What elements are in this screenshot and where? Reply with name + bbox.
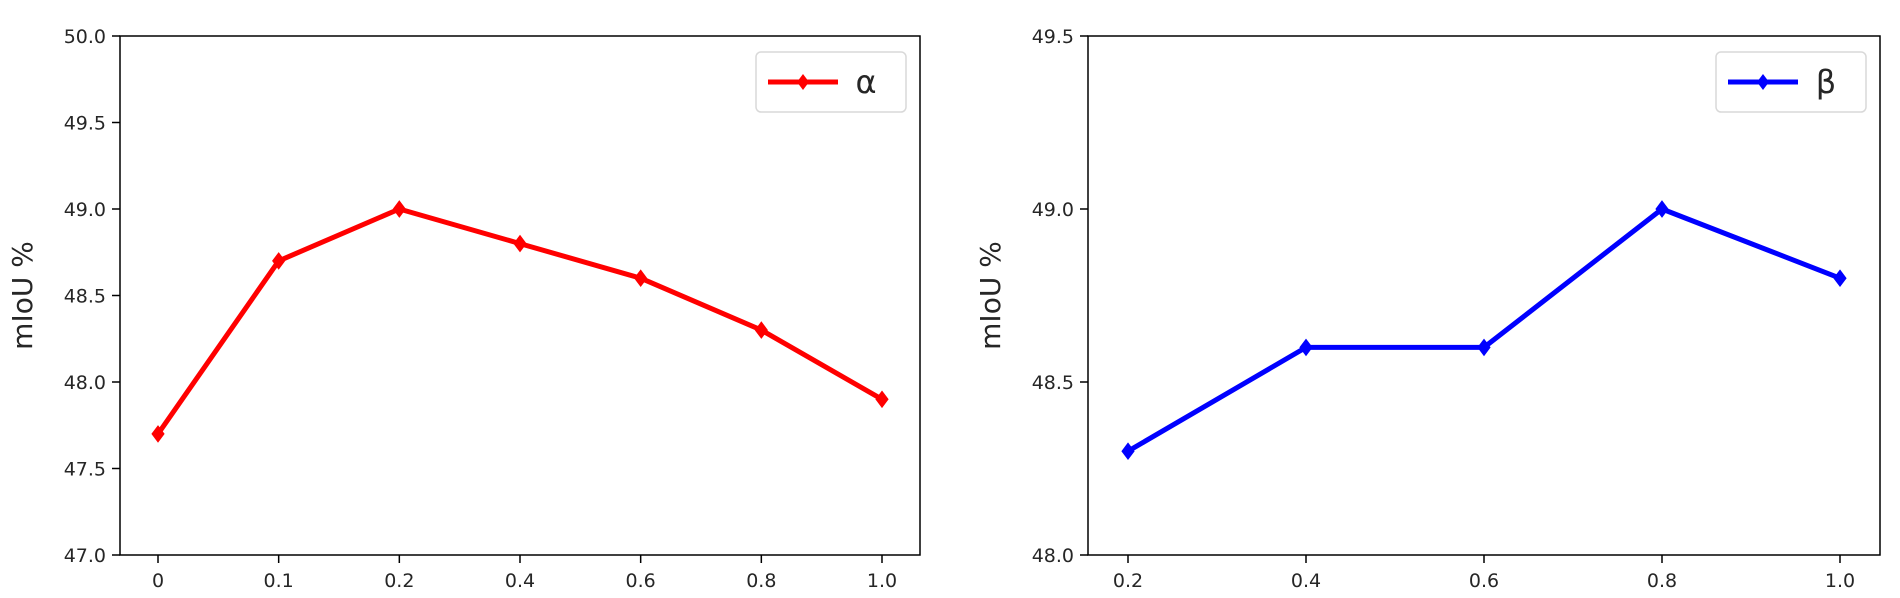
beta-y-tick-label: 49.5: [1032, 26, 1074, 48]
alpha-y-axis-label: mIoU %: [6, 241, 39, 350]
alpha-y-tick-label: 48.5: [64, 286, 106, 308]
beta-data-point: [1655, 200, 1669, 218]
beta-series-line: [1125, 206, 1843, 454]
beta-data-point: [1833, 269, 1847, 288]
beta-x-tick-label: 0.2: [1113, 570, 1143, 592]
alpha-data-point: [272, 252, 286, 270]
beta-y-axis-label: mIoU %: [974, 241, 1007, 350]
alpha-data-point: [634, 269, 648, 288]
beta-x-tick-label: 0.6: [1469, 570, 1499, 592]
alpha-legend-label: α: [855, 63, 876, 101]
alpha-data-point: [875, 390, 889, 409]
alpha-x-tick-label: 1.0: [867, 570, 897, 592]
alpha-y-tick-label: 49.5: [64, 113, 106, 135]
alpha-x-tick-label: 0: [152, 570, 164, 592]
beta-data-point: [1121, 442, 1135, 461]
beta-x-tick-label: 0.8: [1647, 570, 1677, 592]
alpha-y-tick-label: 50.0: [64, 26, 106, 48]
alpha-legend-marker: [797, 74, 809, 90]
beta-plot-frame: [1087, 35, 1881, 556]
alpha-data-point: [151, 425, 165, 443]
alpha-data-point: [513, 234, 527, 253]
beta-x-tick-label: 0.4: [1291, 570, 1321, 592]
alpha-legend: α: [755, 51, 907, 113]
alpha-data-point: [392, 200, 406, 218]
beta-legend: β: [1715, 51, 1867, 113]
chart-alpha: 47.0 47.5 48.0 48.5 49.0 49.5 50.0 0 0.1 0.2 0.4 0.…: [6, 26, 921, 592]
alpha-y-tick-label: 48.0: [64, 372, 106, 394]
alpha-y-tick-label: 47.0: [64, 545, 106, 567]
alpha-x-tick-label: 0.8: [746, 570, 776, 592]
alpha-y-tick-label: 49.0: [64, 199, 106, 221]
chart-beta: 48.0 48.5 49.0 49.5 0.2 0.4 0.6 0.8 1.0 mIoU % β: [974, 26, 1881, 592]
alpha-x-tick-label: 0.6: [626, 570, 656, 592]
alpha-x-tick-label: 0.1: [264, 570, 294, 592]
beta-y-tick-label: 49.0: [1032, 199, 1074, 221]
beta-data-point: [1477, 338, 1491, 357]
alpha-x-tick-label: 0.4: [505, 570, 535, 592]
alpha-plot-frame: [119, 35, 921, 556]
beta-y-tick-label: 48.5: [1032, 372, 1074, 394]
alpha-x-tick-label: 0.2: [384, 570, 414, 592]
alpha-data-point: [754, 321, 768, 339]
beta-x-tick-label: 1.0: [1825, 570, 1855, 592]
beta-legend-label: β: [1816, 63, 1836, 101]
beta-legend-marker: [1757, 74, 1769, 90]
alpha-y-tick-label: 47.5: [64, 459, 106, 481]
beta-y-tick-label: 48.0: [1032, 545, 1074, 567]
beta-data-point: [1299, 338, 1313, 357]
